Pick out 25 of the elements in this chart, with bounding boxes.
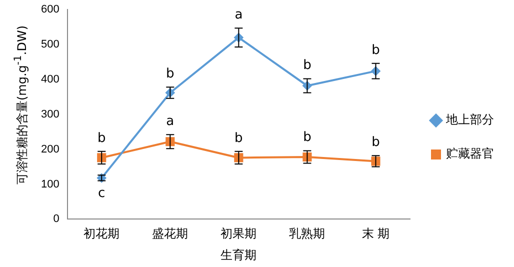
x-tick-label: 乳熟期: [289, 226, 326, 241]
y-tick-label: 0: [53, 213, 60, 226]
annotation: c: [98, 186, 106, 202]
y-tick-label: 300: [40, 108, 60, 120]
annotation: b: [303, 58, 312, 74]
x-tick-label: 初果期: [220, 226, 257, 241]
y-tick-label: 200: [40, 143, 60, 156]
annotation: b: [303, 130, 312, 146]
legend-label: 地上部分: [445, 112, 494, 127]
x-tick-label: 初花期: [84, 226, 120, 241]
y-tick-label: 500: [40, 38, 60, 51]
annotation: b: [97, 130, 106, 146]
x-tick-label: 末 期: [362, 226, 390, 241]
x-axis-title: 生育期: [220, 248, 257, 262]
annotation: b: [372, 42, 380, 58]
annotation: a: [166, 114, 174, 130]
annotation: b: [166, 66, 174, 82]
annotation: b: [372, 134, 380, 150]
y-tick-label: 600: [40, 4, 60, 16]
legend-label: 贮藏器官: [446, 146, 494, 161]
x-tick-label: 盛花期: [152, 226, 188, 241]
annotation: b: [234, 130, 243, 146]
annotation: a: [234, 7, 243, 22]
y-tick-label: 100: [40, 178, 60, 190]
y-tick-label: 400: [40, 74, 60, 86]
